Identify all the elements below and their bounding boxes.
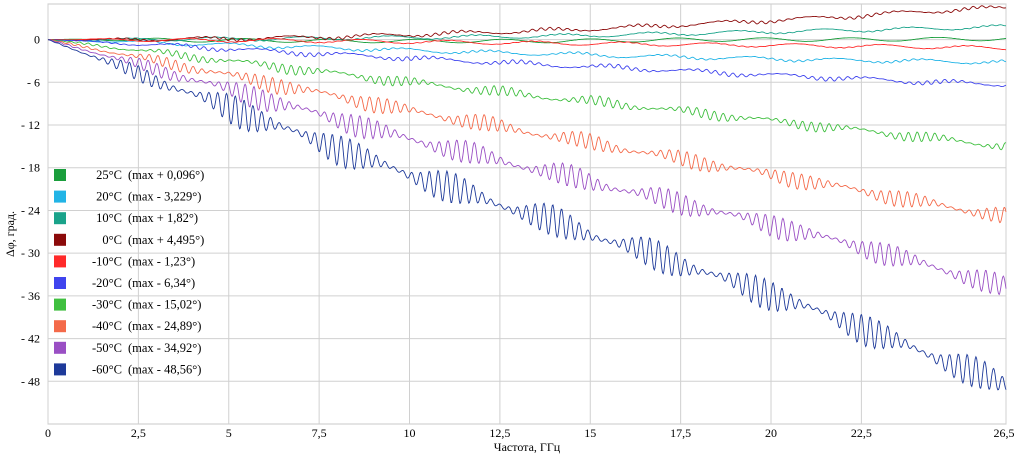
series-line <box>48 36 1007 44</box>
grid-lines <box>47 4 1007 424</box>
legend-max: (max - 34,92°) <box>128 341 201 355</box>
y-axis-label: Δφ, град. <box>3 211 17 257</box>
x-tick-label: 12,5 <box>489 426 510 440</box>
legend-swatch <box>54 190 66 203</box>
x-tick-label: 15 <box>584 426 596 440</box>
series-line <box>47 39 1007 224</box>
legend-swatch <box>54 341 66 354</box>
y-tick-label: - 12 <box>21 118 40 132</box>
x-tick-label: 22,5 <box>851 426 872 440</box>
series-line <box>48 39 1007 65</box>
legend-max: (max + 1,82°) <box>128 211 198 225</box>
series-line <box>47 39 1007 391</box>
x-tick-label: 17,5 <box>670 426 691 440</box>
x-tick-label: 26,5 <box>994 426 1015 440</box>
y-tick-label: - 24 <box>21 203 40 217</box>
y-tick-label: - 36 <box>21 289 40 303</box>
y-tick-label: - 48 <box>21 374 40 388</box>
series-line <box>48 5 1007 42</box>
legend-swatch <box>54 212 66 225</box>
series-line <box>47 39 1007 151</box>
legend-temp: -20°C <box>92 276 122 290</box>
series-line <box>48 39 1007 88</box>
legend-temp: -40°C <box>92 319 122 333</box>
plot-area <box>47 3 1007 425</box>
legend-max: (max - 48,56°) <box>128 362 201 376</box>
x-axis-label: Частота, ГГц <box>494 440 561 454</box>
x-tick-label: 2,5 <box>131 426 146 440</box>
legend-temp: -60°C <box>92 362 122 376</box>
legend-max: (max - 15,02°) <box>128 298 201 312</box>
legend-swatch <box>54 320 66 333</box>
series-line <box>47 39 1007 296</box>
x-tick-label: 10 <box>404 426 416 440</box>
legend-swatch <box>54 169 66 181</box>
legend-max: (max - 1,23°) <box>128 254 195 268</box>
y-tick-label: - 42 <box>21 332 40 346</box>
y-tick-label: - 6 <box>27 75 40 89</box>
legend-max: (max - 24,89°) <box>128 319 201 333</box>
legend-max: (max - 3,229°) <box>128 190 201 204</box>
y-tick-label: 0 <box>34 33 40 47</box>
legend-temp: -50°C <box>92 341 122 355</box>
series-line <box>48 37 1006 51</box>
legend-temp: 25°C <box>96 168 122 182</box>
legend-swatch <box>54 298 66 311</box>
axis-ticks: 0 2,5 5 7,5 10 12,5 15 17,5 20 22,5 26,5 0 - 6 - 12 - … <box>21 33 1015 440</box>
legend-temp: -30°C <box>92 298 122 312</box>
legend-swatch <box>54 233 66 246</box>
series-lines <box>47 5 1007 391</box>
x-tick-label: 5 <box>226 426 232 440</box>
legend-temp: 0°C <box>102 233 122 247</box>
y-tick-label: - 30 <box>21 246 40 260</box>
x-tick-label: 7,5 <box>312 426 327 440</box>
legend-temp: -10°C <box>92 254 122 268</box>
legend-swatch <box>54 255 66 268</box>
legend-temp: 20°C <box>96 190 122 204</box>
legend-temp: 10°C <box>96 211 122 225</box>
legend-max: (max - 6,34°) <box>128 276 195 290</box>
legend-swatch <box>54 277 66 289</box>
legend: 25°C (max + 0,096°) 20°C (max - 3,229°) 10°C… <box>54 168 204 376</box>
legend-max: (max + 4,495°) <box>128 233 204 247</box>
legend-max: (max + 0,096°) <box>128 168 204 182</box>
x-tick-label: 0 <box>45 426 51 440</box>
x-tick-label: 20 <box>765 426 777 440</box>
legend-swatch <box>54 363 66 376</box>
y-tick-label: - 18 <box>21 161 40 175</box>
